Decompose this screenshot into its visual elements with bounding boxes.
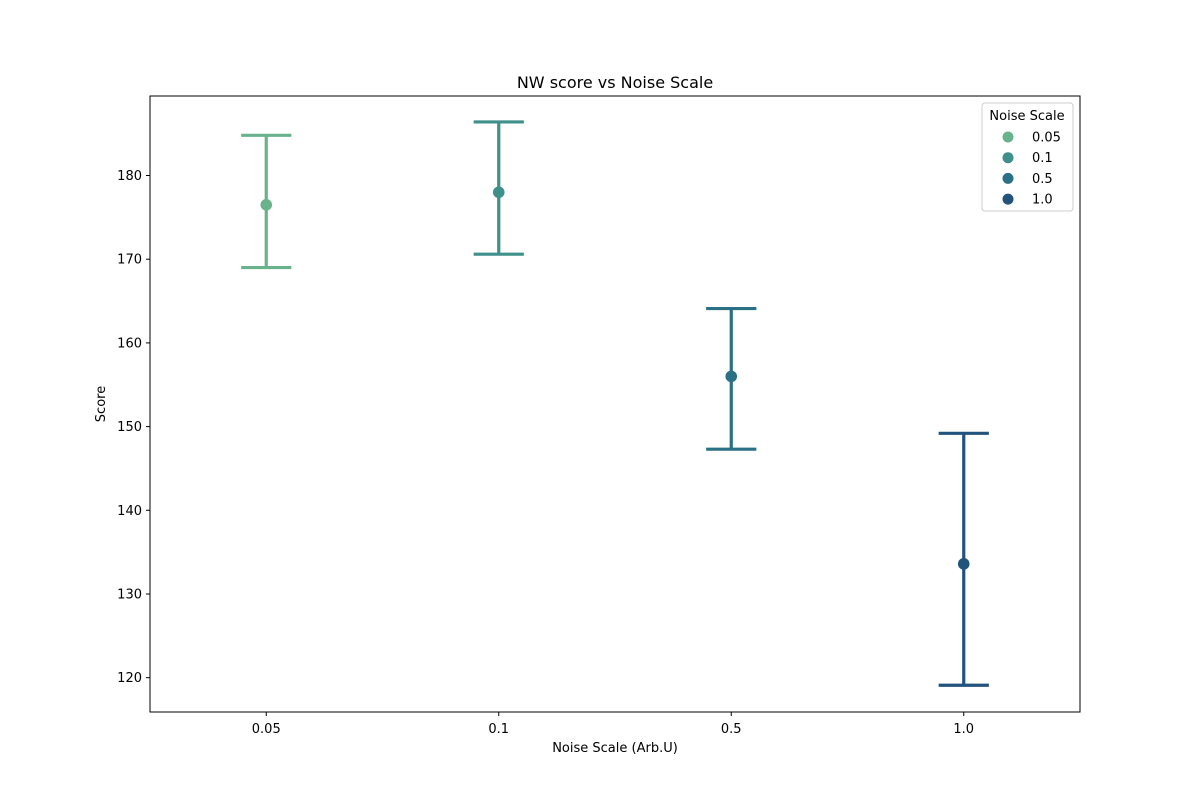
plot-frame <box>149 95 1081 713</box>
axis-ticks: 120 130 140 150 160 170 180 0.05 0.1 0.5 1.0 <box>117 169 974 737</box>
error-bar-marks <box>241 120 989 687</box>
y-tick-label: 180 <box>117 169 142 184</box>
error-bar-group <box>473 120 524 256</box>
x-tick-label: 1.0 <box>953 722 974 737</box>
y-tick-label: 160 <box>117 336 142 351</box>
chart-title: NW score vs Noise Scale <box>517 73 713 92</box>
legend-box <box>981 102 1074 212</box>
mean-point <box>492 186 505 199</box>
legend-marker <box>1002 193 1014 205</box>
error-bar-group <box>938 431 989 687</box>
x-tick-label: 0.1 <box>488 722 509 737</box>
y-tick-label: 170 <box>117 253 142 268</box>
mean-point <box>725 370 738 383</box>
legend-entry-label: 0.5 <box>1032 172 1053 187</box>
mean-point <box>957 558 970 570</box>
y-tick-label: 120 <box>117 671 142 686</box>
legend-title: Noise Scale <box>989 109 1064 124</box>
y-axis-label: Score <box>94 386 109 422</box>
legend: Noise Scale 0.05 0.1 0.5 1.0 <box>981 102 1074 212</box>
mean-point <box>260 199 273 211</box>
y-tick-label: 150 <box>117 420 142 435</box>
legend-entry-label: 1.0 <box>1032 193 1053 208</box>
x-tick-label: 0.05 <box>252 722 281 737</box>
x-tick-label: 0.5 <box>721 722 742 737</box>
legend-marker <box>1002 152 1014 164</box>
error-bar-group <box>706 306 757 451</box>
legend-marker <box>1002 131 1014 143</box>
error-bar-group <box>241 133 292 270</box>
legend-marker <box>1002 172 1014 184</box>
legend-entry-label: 0.05 <box>1032 131 1061 146</box>
legend-entry-label: 0.1 <box>1032 151 1053 166</box>
x-axis-label: Noise Scale (Arb.U) <box>552 741 678 756</box>
y-tick-label: 130 <box>117 587 142 602</box>
y-tick-label: 140 <box>117 504 142 519</box>
